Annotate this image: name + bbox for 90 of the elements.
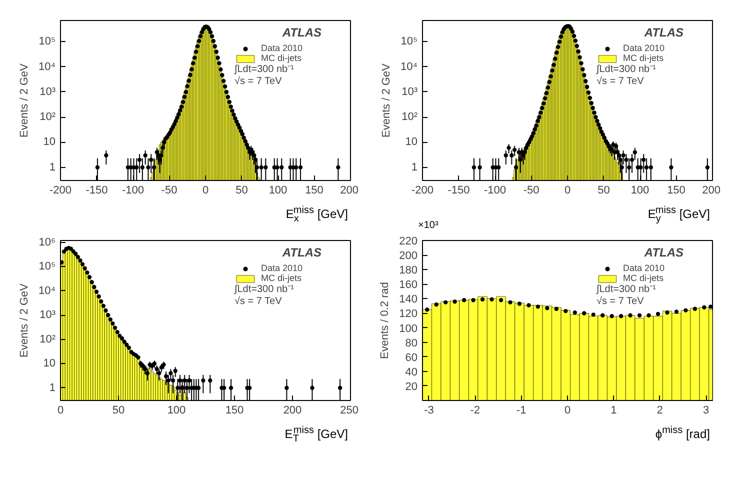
x-tick-label: 100	[630, 184, 650, 196]
legend-label: Data 2010	[261, 43, 303, 53]
y-tick-label: 10⁵	[38, 260, 56, 273]
x-tick-label: 50	[236, 184, 248, 196]
y-tick-label: 160	[399, 279, 418, 292]
x-tick-label: 200	[702, 184, 721, 196]
x-tick-label: 50	[598, 184, 610, 196]
x-tick-label: 200	[283, 404, 302, 416]
y-tick-label: 180	[399, 264, 418, 277]
x-tick-label: 0	[564, 184, 571, 196]
y-tick-label: 10²	[402, 111, 418, 124]
y-tick-label: 10	[405, 136, 418, 148]
y-tick-label: 60	[405, 352, 418, 364]
y-tick-label: 10⁶	[38, 236, 56, 248]
y-tick-label: 140	[399, 294, 418, 306]
legend-label: MC di-jets	[623, 273, 664, 283]
y-tick-label: 40	[405, 366, 418, 378]
annotation: √s = 7 TeV	[234, 76, 282, 87]
annotation: ∫Ldt=300 nb⁻¹	[234, 284, 295, 295]
y-tick-label: 20	[405, 380, 418, 393]
annotation: √s = 7 TeV	[234, 296, 282, 307]
x-tick-label: 100	[167, 404, 186, 416]
x-tick-label: 150	[225, 404, 244, 416]
x-tick-label: 50	[112, 404, 125, 416]
x-tick-label: 250	[340, 404, 359, 416]
y-tick-label: 120	[399, 308, 418, 320]
annotation: ATLAS	[643, 246, 684, 260]
x-tick-label: -3	[424, 404, 434, 416]
x-tick-label: -200	[49, 184, 72, 196]
y-tick-label: 10⁵	[38, 36, 56, 48]
x-tick-label: -150	[448, 184, 470, 196]
y-tick-label: 1	[49, 161, 56, 174]
x-tick-label: -50	[523, 184, 540, 196]
x-tick-label: -100	[484, 184, 506, 196]
x-tick-label: 0	[564, 404, 571, 416]
y-tick-label: 10²	[40, 111, 56, 124]
legend-label: Data 2010	[623, 43, 665, 53]
annotation: ATLAS	[281, 246, 322, 260]
y-tick-label: 10³	[40, 309, 56, 322]
x-tick-label: 3	[702, 404, 710, 416]
y-tick-label: 10²	[40, 333, 56, 346]
y-tick-label: 10³	[40, 86, 56, 98]
x-tick-label: -50	[161, 184, 178, 196]
x-axis-title: E$_{T}$$^{miss}$ [GeV]	[284, 424, 348, 446]
x-tick-label: -2	[470, 404, 480, 416]
x-tick-label: 100	[268, 184, 288, 196]
y-axis-title: Events / 2 GeV	[380, 62, 393, 138]
annotation: ∫Ldt=300 nb⁻¹	[234, 64, 295, 75]
x-axis-title: E$_{x}$$^{miss}$ [GeV]	[286, 204, 348, 226]
y-tick-label: 100	[399, 322, 418, 335]
x-tick-label: 0	[57, 404, 64, 416]
legend-label: MC di-jets	[261, 273, 302, 283]
annotation: √s = 7 TeV	[596, 296, 644, 307]
x-tick-label: 150	[667, 184, 686, 196]
annotation: ∫Ldt=300 nb⁻¹	[596, 284, 657, 295]
text: ×10³	[418, 220, 438, 232]
x-axis-title: ϕ$^{miss}$ [rad]	[655, 424, 710, 441]
legend-label: MC di-jets	[623, 53, 664, 63]
y-tick-label: 1	[411, 161, 418, 174]
y-tick-label: 1	[49, 382, 56, 394]
legend-label: MC di-jets	[261, 53, 302, 63]
x-tick-label: 1	[610, 404, 617, 416]
y-axis-title: Events / 2 GeV	[18, 282, 31, 358]
y-tick-label: 220	[399, 236, 418, 248]
y-axis-title: Events / 2 GeV	[18, 62, 31, 138]
annotation: √s = 7 TeV	[596, 76, 644, 87]
y-axis-title: Events / 0.2 rad	[379, 282, 392, 360]
annotation: ATLAS	[281, 26, 322, 40]
y-tick-label: 80	[405, 337, 418, 350]
x-axis-title: E$_{y}$$^{miss}$ [GeV]	[648, 204, 710, 226]
y-tick-label: 10⁴	[400, 60, 418, 73]
x-tick-label: 0	[202, 184, 209, 196]
y-tick-label: 10⁴	[38, 284, 56, 297]
x-tick-label: -200	[411, 184, 434, 196]
legend-label: Data 2010	[623, 263, 665, 273]
annotation: ∫Ldt=300 nb⁻¹	[596, 64, 657, 75]
legend-label: Data 2010	[261, 263, 303, 273]
x-tick-label: -1	[516, 404, 526, 416]
y-tick-label: 10⁵	[400, 36, 418, 48]
x-tick-label: 200	[340, 184, 359, 196]
x-tick-label: -100	[122, 184, 144, 196]
x-tick-label: 2	[656, 404, 663, 416]
y-tick-label: 10³	[402, 86, 418, 98]
y-tick-label: 200	[399, 250, 418, 262]
x-tick-label: -150	[86, 184, 108, 196]
y-tick-label: 10⁴	[38, 60, 56, 73]
y-tick-label: 10	[43, 136, 56, 148]
annotation: ATLAS	[643, 26, 684, 40]
x-tick-label: 150	[305, 184, 324, 196]
y-tick-label: 10	[43, 358, 56, 370]
